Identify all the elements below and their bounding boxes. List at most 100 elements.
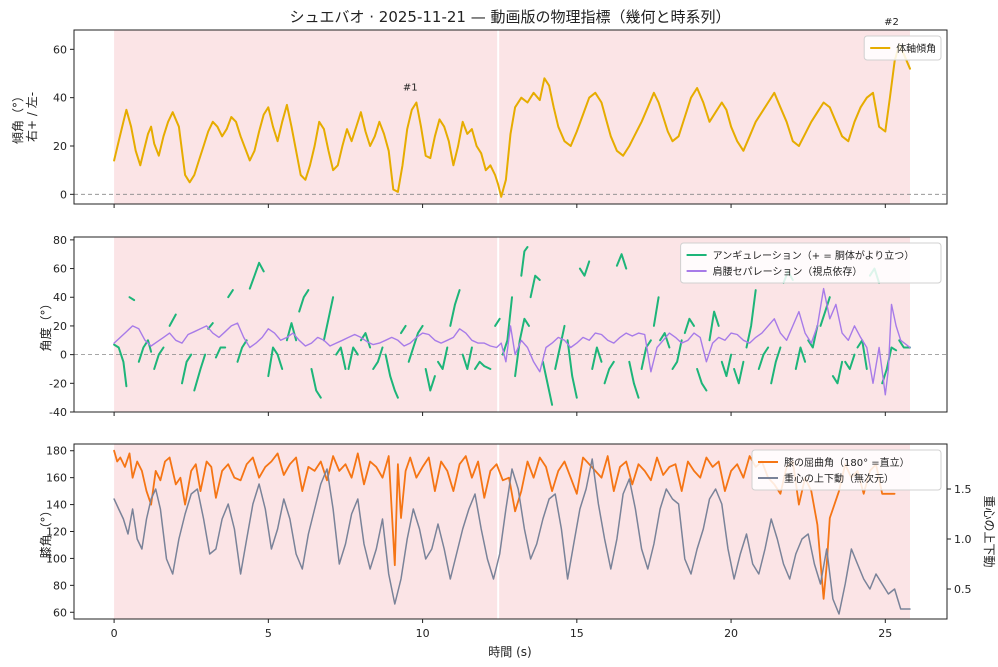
y-tick-label: 100 <box>46 552 67 565</box>
series-line-angles-0-43 <box>652 296 660 327</box>
y-tick-label: 60 <box>53 43 67 56</box>
series-line-angles-0-55 <box>794 346 807 370</box>
y-axis-label: 右+ / 左- <box>24 92 39 142</box>
series-line-angles-0-29 <box>494 317 501 327</box>
series-line-angles-0-57 <box>819 296 831 327</box>
legend-box <box>751 449 942 491</box>
y-tick-label: 60 <box>53 606 67 619</box>
series-line-angles-0-56 <box>807 324 819 349</box>
legend: アンギュレーション（+ = 胴体がより立つ） 肩腰セパレーション（視点依存） <box>680 242 942 284</box>
series-line-angles-0-22 <box>400 324 407 335</box>
legend-box <box>863 35 942 61</box>
x-tick-label: 15 <box>570 627 584 640</box>
y-axis-label: 傾角（°） <box>11 90 25 144</box>
series-line-angles-0-5 <box>181 353 193 385</box>
x-axis-label: 時間 (s) <box>488 645 531 659</box>
series-line-angles-0-41 <box>628 360 640 399</box>
y-tick-label: 40 <box>53 92 67 105</box>
series-line-angles-0-21 <box>384 353 399 399</box>
series-line-angles-0-35 <box>554 324 566 370</box>
y-tick-label: 60 <box>53 263 67 276</box>
series-line-angles-0-28 <box>474 360 492 370</box>
series-line-angles-0-48 <box>708 310 720 342</box>
y-tick-label: 180 <box>46 445 67 458</box>
legend: 膝の屈曲角（180° =直立） 重心の上下動（無次元） <box>751 449 942 491</box>
series-line-angles-0-36 <box>566 339 578 399</box>
x-tick-label: 20 <box>724 627 738 640</box>
series-line-angles-0-8 <box>214 346 227 359</box>
series-line-angles-0-45 <box>671 339 683 370</box>
shaded-region <box>114 30 910 204</box>
legend-box <box>680 242 942 284</box>
series-line-angles-0-24 <box>424 368 436 392</box>
x-tick-label: 25 <box>878 627 892 640</box>
x-tick-label: 0 <box>111 627 118 640</box>
y-tick-label: 140 <box>46 499 67 512</box>
annotation-label: #2 <box>884 17 899 28</box>
series-line-angles-0-30 <box>501 296 513 356</box>
series-line-angles-0-9 <box>227 289 234 299</box>
series-line-angles-0-4 <box>168 313 177 327</box>
y2-axis-label: 重心の上下動 <box>982 495 996 567</box>
series-line-angles-0-18 <box>347 346 359 370</box>
series-line-angles-0-52 <box>757 346 770 370</box>
series-line-angles-0-34 <box>541 360 554 406</box>
x-tick-label: 5 <box>265 627 272 640</box>
axes-frame <box>73 29 948 205</box>
series-line-angles-0-11 <box>248 261 265 290</box>
legend-entry: 肩腰セパレーション（視点依存） <box>713 265 863 278</box>
x-tick-label: 10 <box>416 627 430 640</box>
series-line-angles-0-58 <box>831 360 844 385</box>
series-line-angles-0-32 <box>529 274 541 299</box>
series-line-lean-0-0 <box>113 43 911 198</box>
series-line-angles-0-25 <box>437 346 449 370</box>
series-line-angles-0-50 <box>733 360 745 385</box>
series-line-angles-0-44 <box>659 332 671 349</box>
y-tick-label: 20 <box>53 320 67 333</box>
plots-group: #1 #2 0 20 40 60 傾角（°） 右+ / 左- 体軸傾角 -40 -20 0 20 40 60… <box>11 17 996 640</box>
y-tick-label: 80 <box>53 579 67 592</box>
axes-frame <box>73 236 948 413</box>
series-line-angles-0-17 <box>335 346 347 370</box>
series-line-angles-0-3 <box>153 346 165 370</box>
series-line-angles-0-1 <box>128 296 136 302</box>
series-line-angles-0-46 <box>683 317 695 335</box>
legend-entry: 体軸傾角 <box>896 42 936 55</box>
series-line-angles-1-0 <box>113 287 911 396</box>
legend: 体軸傾角 <box>863 35 942 61</box>
y-tick-label: 20 <box>53 140 67 153</box>
series-line-angles-0-40 <box>615 253 628 270</box>
series-line-angles-0-53 <box>770 346 782 385</box>
series-line-angles-0-26 <box>449 289 461 327</box>
y-tick-label: -40 <box>49 406 67 419</box>
series-line-angles-0-16 <box>322 296 335 342</box>
series-line-angles-0-14 <box>298 289 310 313</box>
legend-entry: アンギュレーション（+ = 胴体がより立つ） <box>713 249 915 262</box>
y2-tick-label: 1.0 <box>954 533 972 546</box>
y-tick-label: 160 <box>46 472 67 485</box>
panel-knee: 60 80 100 120 140 160 180 0 5 10 15 20 25 0.5 1.0 1.5 重心… <box>39 443 996 640</box>
series-line-angles-0-10 <box>236 339 248 363</box>
y2-tick-label: 1.5 <box>954 483 972 496</box>
series-line-angles-0-23 <box>407 324 424 363</box>
series-line-angles-0-15 <box>310 368 322 399</box>
series-line-angles-0-39 <box>603 360 615 385</box>
series-line-angles-0-12 <box>267 346 284 378</box>
y-axis-label: 膝角（°） <box>39 504 53 558</box>
series-line-angles-0-47 <box>696 368 708 392</box>
series-line-angles-0-0 <box>113 343 128 388</box>
panel-angles: -40 -20 0 20 40 60 80 角度（°） アンギュレーション（+ = 胴体がより立… <box>38 234 948 419</box>
legend-entry: 重心の上下動（無次元） <box>784 472 894 485</box>
panel-lean: #1 #2 0 20 40 60 傾角（°） 右+ / 左- 体軸傾角 <box>11 17 948 208</box>
series-line-angles-0-2 <box>137 339 153 363</box>
y-tick-label: 0 <box>60 349 67 362</box>
series-line-angles-0-51 <box>745 289 757 349</box>
series-line-angles-0-63 <box>898 339 911 349</box>
y2-tick-label: 0.5 <box>954 583 972 596</box>
y-tick-label: -20 <box>49 377 67 390</box>
series-line-angles-0-27 <box>461 346 473 370</box>
y-tick-label: 40 <box>53 291 67 304</box>
series-group <box>113 43 911 198</box>
annotation-label: #1 <box>403 82 418 93</box>
legend-entry: 膝の屈曲角（180° =直立） <box>784 456 910 469</box>
